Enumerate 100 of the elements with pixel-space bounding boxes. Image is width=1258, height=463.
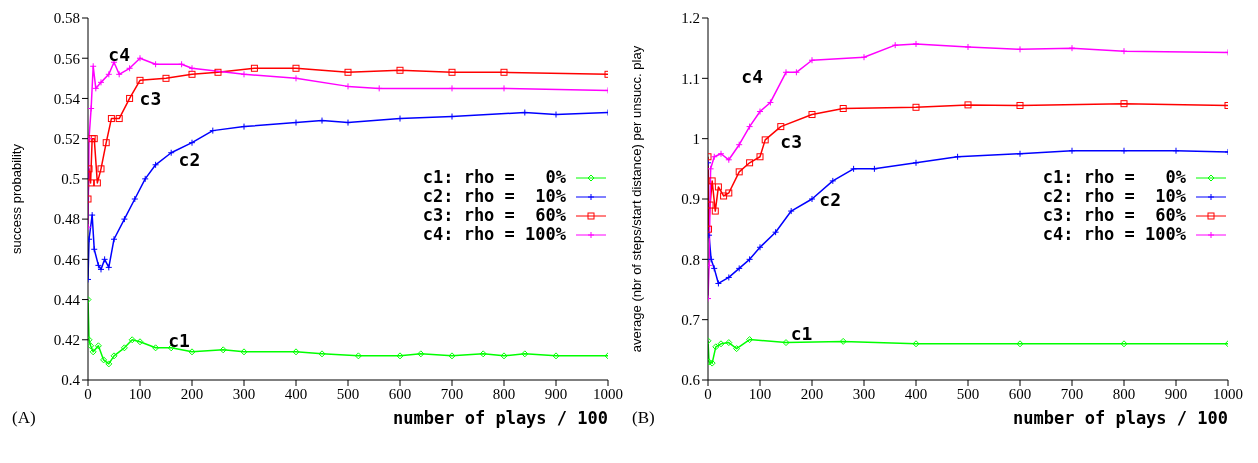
point	[354, 352, 362, 360]
point	[479, 350, 487, 358]
point	[708, 177, 716, 185]
x-tick-label: 400	[904, 385, 928, 402]
x-tick-label: 200	[180, 385, 204, 402]
point	[746, 123, 754, 131]
y-tick-label: 0.44	[53, 291, 81, 308]
point	[829, 177, 837, 185]
x-tick-label: 0	[84, 385, 92, 402]
point	[777, 123, 785, 131]
x-tick-label: 100	[748, 385, 772, 402]
point	[708, 359, 716, 367]
annotation: c4	[741, 65, 764, 87]
point	[1120, 100, 1128, 108]
y-tick-label: 1.2	[681, 10, 700, 27]
point	[88, 342, 95, 350]
point	[97, 265, 105, 273]
point	[717, 340, 725, 348]
x-tick-label: 300	[232, 385, 256, 402]
point	[448, 352, 456, 360]
point	[1016, 340, 1024, 348]
point	[188, 348, 196, 356]
point	[97, 78, 105, 86]
point	[89, 348, 97, 356]
point	[188, 70, 196, 78]
y-tick-label: 0.58	[53, 10, 80, 27]
point	[131, 195, 139, 203]
point	[891, 41, 899, 49]
point	[188, 64, 196, 72]
point	[808, 195, 816, 203]
legend-label: c3: rho = 60%	[422, 205, 566, 225]
y-tick-label: 0.6	[681, 372, 701, 389]
point	[318, 350, 326, 358]
point	[782, 339, 790, 347]
point	[710, 153, 718, 161]
point	[88, 211, 96, 219]
point	[708, 201, 714, 209]
point	[94, 342, 102, 350]
point	[912, 103, 920, 111]
point	[141, 175, 149, 183]
point	[708, 255, 715, 263]
y-tick-label: 0.8	[681, 251, 700, 268]
point	[772, 228, 780, 236]
point	[292, 348, 300, 356]
point	[93, 179, 101, 187]
point	[711, 207, 719, 215]
y-tick-label: 0.54	[53, 90, 81, 107]
point	[756, 108, 764, 116]
point	[240, 348, 248, 356]
point	[782, 68, 790, 76]
point	[552, 111, 560, 119]
point	[90, 245, 98, 253]
point	[92, 84, 100, 92]
point	[375, 84, 383, 92]
point	[725, 189, 733, 197]
point	[292, 119, 300, 127]
x-tick-label: 600	[388, 385, 412, 402]
y-tick-label: 0.4	[61, 372, 81, 389]
x-tick-label: 800	[1112, 385, 1136, 402]
text: (B)	[632, 408, 655, 428]
point	[97, 165, 105, 173]
point	[344, 82, 352, 90]
point	[105, 263, 113, 271]
point	[417, 350, 425, 358]
point	[110, 352, 118, 360]
point	[136, 338, 144, 346]
point	[1068, 147, 1076, 155]
point	[761, 136, 769, 144]
y-tick-label: 0.52	[53, 130, 80, 147]
point	[110, 235, 118, 243]
y-tick-label: 0.48	[53, 211, 80, 228]
point	[448, 68, 456, 76]
point	[912, 40, 920, 48]
point	[1172, 147, 1180, 155]
point	[136, 76, 144, 84]
point	[126, 64, 134, 72]
point	[240, 70, 248, 78]
point	[152, 161, 160, 169]
point	[396, 352, 404, 360]
point	[178, 60, 186, 68]
point	[839, 105, 847, 112]
point	[500, 352, 508, 360]
point	[860, 53, 868, 61]
point	[735, 141, 743, 149]
point	[912, 340, 920, 348]
point	[735, 168, 743, 176]
point	[500, 84, 508, 92]
point	[735, 264, 743, 272]
point	[717, 150, 725, 158]
x-tick-label: 900	[544, 385, 568, 402]
point	[152, 60, 160, 68]
annotation: c1	[790, 322, 813, 344]
point	[107, 115, 115, 123]
y-tick-label: 0.42	[53, 332, 80, 349]
point	[126, 94, 134, 102]
point	[870, 165, 878, 173]
point	[1016, 101, 1024, 109]
point	[396, 115, 404, 123]
x-tick-label: 900	[1164, 385, 1188, 402]
point	[850, 165, 858, 173]
